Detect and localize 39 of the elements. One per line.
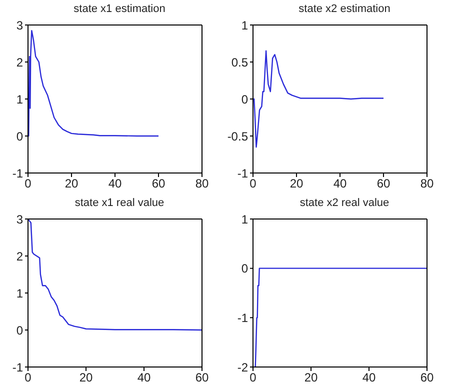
line-series (28, 30, 160, 137)
y-tick-label: 0 (16, 129, 24, 144)
y-tick-label: -0.5 (227, 129, 248, 144)
y-tick-label: -1 (12, 166, 24, 180)
line-series (253, 50, 384, 148)
x-tick-label: 20 (304, 370, 318, 384)
y-tick-label: 1 (16, 92, 24, 106)
y-tick-label: -1 (237, 166, 248, 180)
y-tick-label: -2 (237, 360, 248, 374)
x-tick-label: 60 (420, 370, 434, 384)
y-tick-label: 2 (16, 55, 24, 70)
chart-title: state x2 estimation (298, 2, 392, 17)
chart-title: state x2 real value (298, 196, 390, 210)
y-tick-label: 1 (16, 286, 24, 300)
chart-title: state x1 estimation (72, 2, 166, 17)
y-tick-label: 1 (241, 212, 248, 226)
x-tick-label: 40 (362, 370, 376, 384)
y-tick-label: 3 (16, 212, 24, 226)
y-tick-label: 0 (16, 322, 24, 337)
y-tick-label: -1 (12, 360, 24, 374)
y-tick-label: 3 (16, 18, 24, 32)
y-tick-label: 2 (16, 248, 24, 263)
x-tick-label: 20 (290, 176, 304, 191)
x-tick-label: 60 (152, 176, 166, 191)
x-tick-label: 40 (108, 176, 122, 191)
chart-title: state x1 real value (74, 196, 166, 210)
x-tick-label: 20 (79, 370, 93, 384)
x-tick-label: 60 (376, 176, 390, 191)
y-tick-label: 0 (241, 92, 248, 106)
x-tick-label: 60 (195, 370, 209, 384)
x-tick-label: 20 (64, 176, 78, 191)
y-tick-label: -1 (237, 310, 248, 324)
x-tick-label: 40 (333, 176, 347, 191)
x-tick-label: 40 (137, 370, 151, 384)
y-tick-label: 0 (241, 261, 248, 276)
y-tick-label: 0.5 (231, 55, 248, 70)
y-tick-label: 1 (241, 18, 248, 32)
x-tick-label: 80 (195, 176, 209, 191)
x-tick-label: 80 (420, 176, 434, 191)
